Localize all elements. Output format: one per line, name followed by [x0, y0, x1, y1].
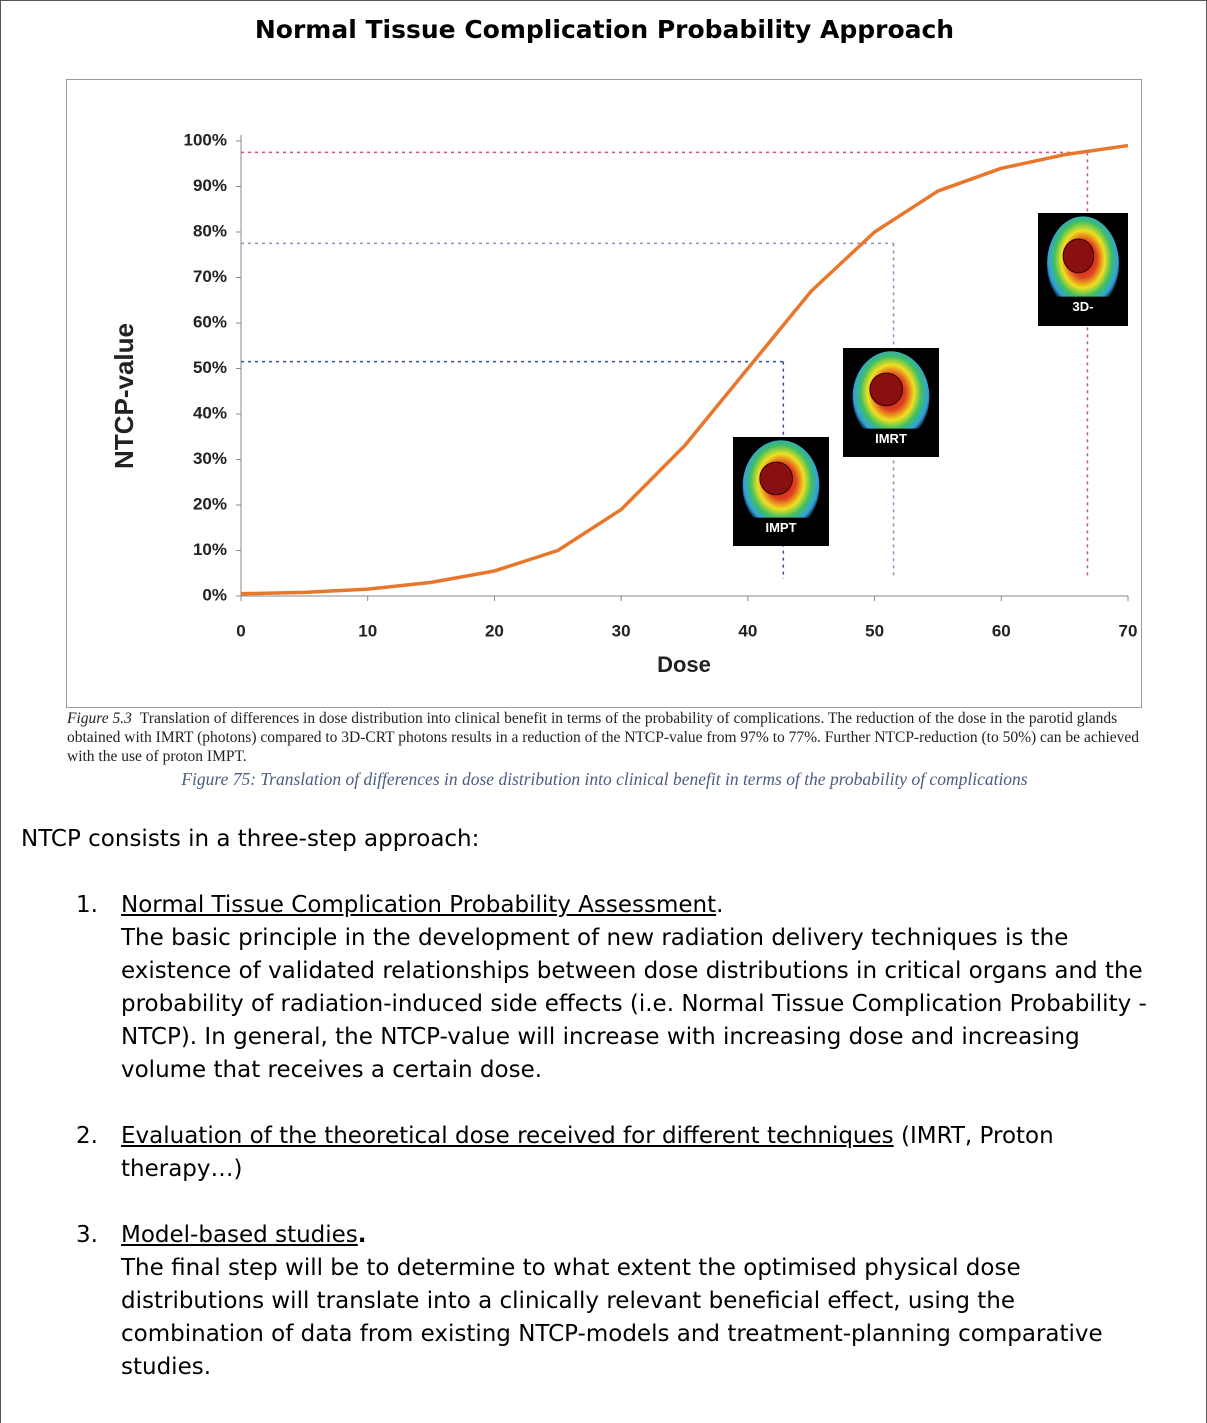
line-series — [240, 143, 1129, 596]
inset-organ — [759, 461, 794, 496]
step-title: Model-based studies — [121, 1222, 358, 1248]
x-tick-label: 20 — [485, 621, 504, 640]
x-axis-label: Dose — [657, 652, 711, 677]
step: 1. Normal Tissue Complication Probabilit… — [21, 889, 1161, 1087]
chart: NTCP-value Dose 0% 10% 20% 30% 40% 50% 60% 70% 8… — [66, 79, 1142, 708]
y-tick-label: 30% — [193, 449, 227, 468]
x-tick-label: 60 — [992, 621, 1011, 640]
x-tick-label: 10 — [358, 621, 377, 640]
figure-text: Translation of differences in dose distr… — [67, 710, 1140, 765]
step-text: The basic principle in the development o… — [121, 925, 1147, 1083]
inset-label: 3D- — [1073, 299, 1094, 314]
y-tick-label: 60% — [193, 312, 227, 331]
y-tick-label: 20% — [193, 494, 227, 513]
figure-label: Figure 5.3 — [67, 710, 132, 727]
inset-image: 3D- — [1038, 213, 1128, 326]
inset-label: IMRT — [875, 431, 907, 446]
body: NTCP consists in a three-step approach: … — [21, 823, 1171, 1384]
y-tick-label: 70% — [193, 267, 227, 286]
x-tick-label: 70 — [1119, 621, 1138, 640]
x-tick-label: 30 — [612, 621, 631, 640]
step-number: 3. — [76, 1222, 98, 1248]
step-title-end: . — [357, 1222, 367, 1248]
inset-label: IMPT — [765, 520, 796, 535]
y-tick-label: 50% — [193, 358, 227, 377]
title: Normal Tissue Complication Probability A… — [254, 15, 955, 44]
y-tick-label: 40% — [193, 403, 227, 422]
step: 2. Evaluation of the theoretical dose re… — [21, 1120, 1161, 1186]
y-tick-label: 80% — [193, 221, 227, 240]
image-caption: Figure 5.3 Translation of differences in … — [67, 709, 1147, 766]
figure-caption: Figure 75: Translation of differences in… — [181, 769, 1028, 789]
inset-image: IMPT — [733, 437, 829, 546]
inset-organ — [869, 372, 904, 407]
inset-organ — [1062, 238, 1095, 274]
y-tick-label: 0% — [202, 585, 227, 604]
y-axis-label: NTCP-value — [109, 323, 139, 469]
step-title-end: . — [716, 892, 724, 918]
y-tick-label: 90% — [193, 176, 227, 195]
step-note: (IMRT, Proton therapy…) — [121, 1123, 1054, 1182]
step: 3. Model-based studies. The final step w… — [21, 1219, 1161, 1384]
inset-label-bg — [862, 428, 920, 449]
inset-label-bg — [752, 517, 810, 538]
step-number: 1. — [76, 892, 98, 918]
step-title: Normal Tissue Complication Probability A… — [121, 892, 717, 918]
step-title: Evaluation of the theoretical dose recei… — [121, 1123, 894, 1149]
inset-image: IMRT — [843, 348, 939, 457]
x-tick-label: 0 — [236, 621, 245, 640]
step-number: 2. — [76, 1123, 98, 1149]
x-tick-label: 40 — [738, 621, 757, 640]
inset-label-bg — [1056, 296, 1110, 317]
intro: NTCP consists in a three-step approach: — [21, 826, 480, 852]
x-tick-label: 50 — [865, 621, 884, 640]
step-text: The final step will be to determine to w… — [121, 1255, 1103, 1380]
y-tick-label: 10% — [193, 540, 227, 559]
y-tick-label: 100% — [184, 130, 227, 149]
chart-frame — [66, 79, 1142, 708]
